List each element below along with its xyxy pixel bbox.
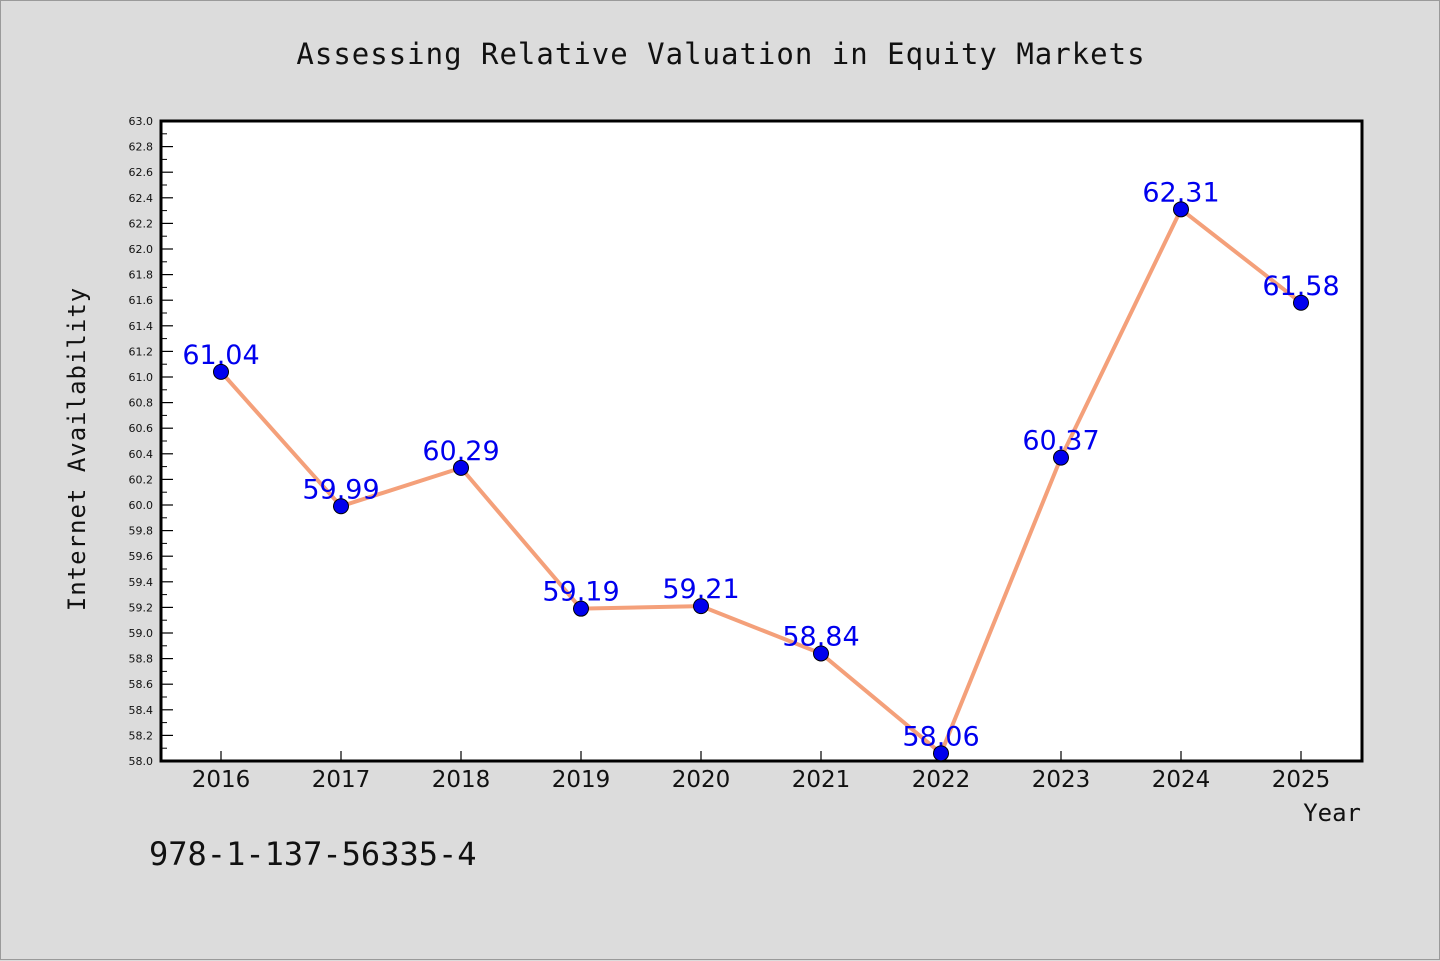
data-point <box>933 745 949 762</box>
y-tick-label: 62.8 <box>129 141 154 154</box>
data-label: 61.04 <box>182 340 259 371</box>
y-tick-label: 60.2 <box>129 473 154 486</box>
y-tick-label: 58.4 <box>129 704 154 717</box>
y-tick-label: 61.2 <box>129 345 154 358</box>
x-tick-label: 2017 <box>312 767 371 793</box>
y-tick-label: 59.2 <box>129 601 154 614</box>
x-axis: 2016 2017 2018 2019 2020 2021 2022 2023 2024 2025 <box>192 751 1331 793</box>
data-label: 60.37 <box>1022 426 1099 457</box>
x-tick-label: 2022 <box>912 767 971 793</box>
y-axis: 58.0 58.2 58.4 58.6 58.8 59.0 59.2 59.4 59.6 59.8… <box>129 115 173 768</box>
data-label: 62.31 <box>1142 177 1219 208</box>
data-point <box>813 645 829 662</box>
data-label: 61.58 <box>1262 271 1339 302</box>
x-axis-label: Year <box>1303 799 1361 827</box>
y-tick-label: 59.0 <box>129 627 154 640</box>
data-point <box>1173 201 1189 218</box>
series-markers <box>213 201 1309 762</box>
y-tick-label: 61.6 <box>129 294 154 307</box>
data-label: 58.84 <box>782 621 859 652</box>
y-tick-label: 62.0 <box>129 243 154 256</box>
y-tick-label: 62.6 <box>129 166 154 179</box>
series-line-group <box>219 207 1303 756</box>
y-tick-label: 58.2 <box>129 729 154 742</box>
y-tick-label: 62.2 <box>129 217 154 230</box>
y-tick-label: 61.8 <box>129 269 154 282</box>
series-line <box>219 207 1303 756</box>
y-tick-label: 59.6 <box>129 550 154 563</box>
y-tick-label: 58.8 <box>129 653 154 666</box>
isbn-annotation: 978-1-137-56335-4 <box>149 835 477 873</box>
y-tick-label: 59.4 <box>129 576 154 589</box>
x-tick-label: 2024 <box>1152 767 1211 793</box>
data-label: 59.21 <box>662 574 739 605</box>
x-tick-label: 2016 <box>192 767 251 793</box>
data-point <box>453 459 469 476</box>
y-tick-label: 60.6 <box>129 422 154 435</box>
y-tick-label: 62.4 <box>129 192 154 205</box>
data-point <box>693 598 709 615</box>
data-label: 60.29 <box>422 436 499 467</box>
data-labels: 61.04 59.99 60.29 59.19 59.21 58.84 58.06 60.37… <box>182 177 1339 752</box>
x-tick-label: 2018 <box>432 767 491 793</box>
y-tick-label: 58.0 <box>129 755 154 768</box>
y-tick-label: 61.4 <box>129 320 154 333</box>
chart-title: Assessing Relative Valuation in Equity M… <box>296 37 1145 71</box>
y-tick-label: 63.0 <box>129 115 154 128</box>
data-point <box>573 600 589 617</box>
plot-area <box>159 119 1364 763</box>
x-tick-label: 2019 <box>552 767 611 793</box>
data-label: 59.19 <box>542 577 619 608</box>
x-tick-label: 2025 <box>1272 767 1331 793</box>
y-axis-label: Internet Availability <box>63 287 91 611</box>
data-point <box>213 363 229 380</box>
x-tick-label: 2020 <box>672 767 731 793</box>
y-tick-label: 60.0 <box>129 499 154 512</box>
data-point <box>1053 449 1069 466</box>
data-label: 58.06 <box>902 721 979 752</box>
y-tick-label: 59.8 <box>129 525 154 538</box>
data-label: 59.99 <box>302 474 379 505</box>
y-tick-label: 60.4 <box>129 448 154 461</box>
data-point <box>1293 294 1309 311</box>
x-tick-label: 2021 <box>792 767 851 793</box>
y-tick-label: 58.6 <box>129 678 154 691</box>
x-tick-label: 2023 <box>1032 767 1091 793</box>
y-tick-label: 61.0 <box>129 371 154 384</box>
y-tick-label: 60.8 <box>129 397 154 410</box>
data-point <box>333 498 349 515</box>
